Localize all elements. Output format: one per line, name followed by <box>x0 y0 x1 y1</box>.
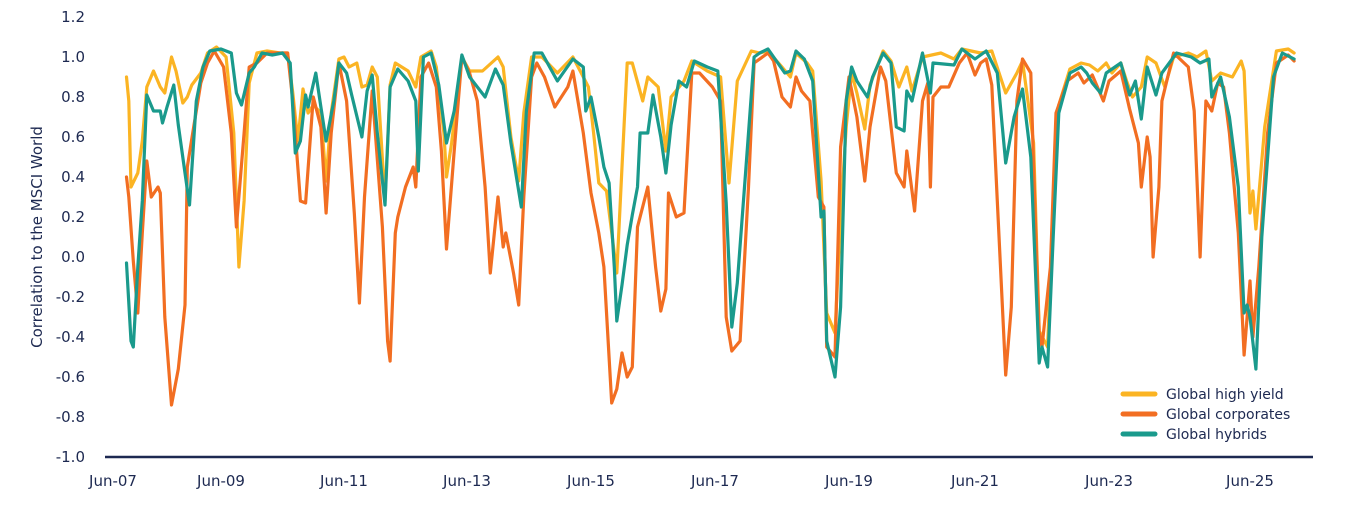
y-tick-label: 1.0 <box>61 48 85 66</box>
y-tick-label: -0.6 <box>56 368 85 386</box>
x-tick-label: Jun-25 <box>1225 472 1274 490</box>
x-tick-label: Jun-17 <box>690 472 739 490</box>
y-tick-label: 0.4 <box>61 168 85 186</box>
x-tick-label: Jun-13 <box>442 472 491 490</box>
x-tick-label: Jun-15 <box>566 472 615 490</box>
y-axis-label: Correlation to the MSCI World <box>28 126 46 348</box>
legend-item: Global high yield <box>1120 387 1284 403</box>
legend-label: Global hybrids <box>1166 427 1267 443</box>
y-tick-label: 1.2 <box>61 8 85 26</box>
y-tick-label: 0.0 <box>61 248 85 266</box>
x-tick-label: Jun-07 <box>88 472 137 490</box>
x-tick-label: Jun-23 <box>1084 472 1133 490</box>
y-tick-label: -0.2 <box>56 288 85 306</box>
legend-label: Global corporates <box>1166 407 1290 423</box>
legend-item: Global corporates <box>1120 407 1290 423</box>
legend-label: Global high yield <box>1166 387 1284 403</box>
y-tick-label: -0.4 <box>56 328 85 346</box>
y-axis-ticks: 1.2 1.0 0.8 0.6 0.4 0.2 0.0 -0.2 -0.4 -0.6 -0.8 -1.… <box>56 8 85 466</box>
y-tick-label: -1.0 <box>56 448 85 466</box>
series-lines <box>124 45 1296 407</box>
x-tick-label: Jun-11 <box>319 472 368 490</box>
x-tick-label: Jun-19 <box>824 472 873 490</box>
x-tick-label: Jun-09 <box>196 472 245 490</box>
series-line-global-hybrids <box>124 47 1296 379</box>
legend: Global high yield Global corporates Global… <box>1120 387 1290 443</box>
y-tick-label: -0.8 <box>56 408 85 426</box>
y-tick-label: 0.6 <box>61 128 85 146</box>
legend-item: Global hybrids <box>1120 427 1267 443</box>
x-axis-ticks: Jun-07 Jun-09 Jun-11 Jun-13 Jun-15 Jun-17 Jun-… <box>88 472 1274 490</box>
x-tick-label: Jun-21 <box>950 472 999 490</box>
y-tick-label: 0.8 <box>61 88 85 106</box>
y-tick-label: 0.2 <box>61 208 85 226</box>
series-line-global-corporates <box>124 49 1296 407</box>
